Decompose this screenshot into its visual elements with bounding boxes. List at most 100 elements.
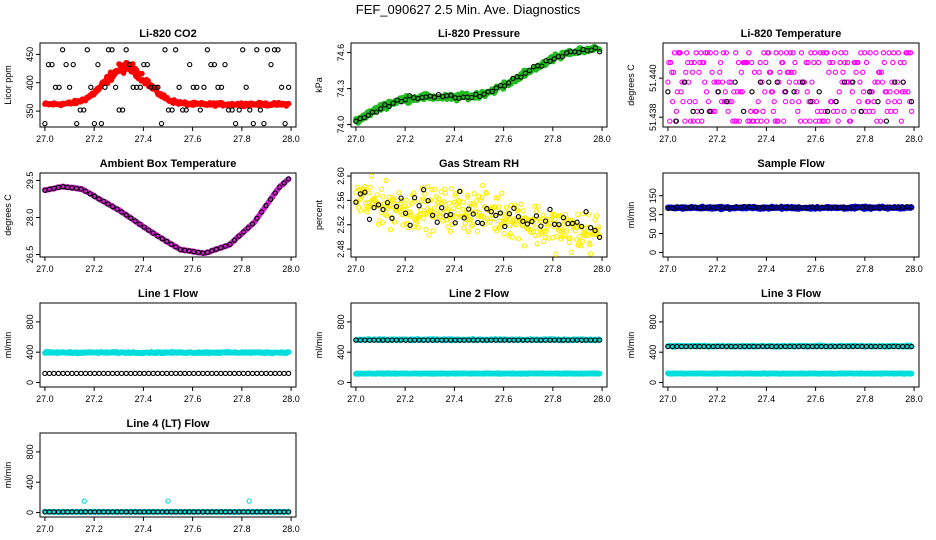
chart-li-820-temperature-point	[861, 50, 868, 56]
chart-li-820-temperature-point	[857, 79, 863, 85]
chart-li-820-pressure-point	[547, 58, 553, 64]
chart-gas-stream-rh-point	[533, 208, 540, 215]
chart-li-820-temperature-point	[756, 69, 762, 75]
chart-li-820-temperature-point	[886, 50, 892, 56]
chart-sample-flow-xtick-label: 27.2	[708, 264, 726, 274]
chart-li-820-temperature-point	[844, 59, 851, 66]
chart-li-820-co2-point	[74, 120, 80, 127]
chart-li-820-temperature-point	[722, 89, 728, 95]
chart-sample-flow-ytick-label: 0	[648, 250, 658, 255]
chart-li-820-temperature-point	[817, 50, 823, 56]
chart-line-2-flow-ytick-label: 0	[336, 380, 346, 385]
chart-li-820-co2-ytick-label: 350	[25, 104, 35, 119]
chart-li-820-co2-point	[278, 84, 285, 90]
chart-gas-stream-rh-point	[553, 251, 559, 257]
chart-li-820-temperature-point	[735, 59, 742, 66]
chart-li-820-co2-point	[218, 84, 225, 90]
chart-li-820-temperature-xtick-label: 27.8	[856, 134, 874, 144]
chart-gas-stream-rh-point	[462, 220, 468, 226]
chart-line-1-flow-point	[51, 370, 57, 377]
chart-li-820-temperature-point	[816, 89, 822, 95]
chart-line-2-flow-xtick-label: 27.2	[396, 394, 414, 404]
chart-li-820-temperature-point	[691, 59, 697, 66]
chart-li-820-temperature-point	[764, 118, 770, 124]
chart-li-820-co2-ytick-label: 450	[25, 47, 35, 62]
chart-li-820-temperature-point	[791, 89, 797, 95]
chart-li-820-co2-title: Li-820 CO2	[139, 28, 196, 40]
chart-li-820-pressure-xtick-label: 27.0	[347, 134, 365, 144]
chart-li-820-temperature-point	[822, 108, 828, 115]
chart-li-820-co2-point	[105, 47, 112, 53]
chart-li-820-temperature-point	[832, 69, 839, 75]
chart-li-820-temperature-point	[850, 108, 856, 115]
chart-line-1-flow-point	[60, 370, 66, 377]
chart-li-820-pressure-point	[576, 49, 582, 56]
chart-li-820-temperature-point	[746, 50, 752, 56]
chart-li-820-temperature-point	[775, 118, 781, 124]
chart-li-820-temperature-point	[853, 69, 859, 75]
chart-li-820-temperature-point	[734, 89, 741, 95]
chart-li-820-pressure-point	[382, 102, 388, 108]
chart-li-820-temperature-point	[819, 118, 825, 124]
chart-gas-stream-rh-title: Gas Stream RH	[439, 158, 519, 170]
chart-li-820-co2-point	[134, 84, 140, 90]
chart-li-820-temperature-point	[757, 79, 764, 85]
chart-li-820-temperature-point	[895, 50, 902, 56]
chart-li-820-temperature-point	[824, 50, 830, 56]
chart-line-1-flow-point	[173, 370, 179, 377]
chart-line-1-flow-point	[46, 370, 53, 377]
chart-li-820-temperature-point	[788, 69, 794, 75]
chart-li-820-temperature-point	[856, 98, 862, 105]
chart-li-820-temperature-point	[739, 89, 745, 95]
chart-li-820-co2-point	[215, 84, 221, 90]
chart-li-820-temperature-point	[908, 98, 915, 105]
chart-gas-stream-rh-point	[521, 243, 528, 249]
chart-li-820-co2-point	[98, 120, 105, 127]
chart-li-820-temperature-point	[792, 59, 798, 66]
chart-li-820-temperature-point	[834, 108, 840, 115]
chart-li-820-co2-point	[271, 47, 278, 53]
chart-li-820-temperature-point	[668, 59, 674, 66]
chart-li-820-pressure-point	[493, 85, 500, 91]
chart-gas-stream-rh-point	[449, 186, 455, 192]
chart-li-820-pressure-point	[539, 63, 545, 69]
chart-li-820-co2-xtick-label: 27.4	[135, 134, 153, 144]
chart-gas-stream-rh-ytick-label: 2.56	[336, 192, 346, 210]
chart-li-820-temperature-point	[893, 89, 900, 95]
chart-li-820-co2-point	[151, 84, 158, 90]
chart-li-820-co2-xtick-label: 27.8	[233, 134, 251, 144]
chart-li-820-temperature-point	[892, 79, 898, 85]
chart-line-3-flow-ytick-label: 400	[648, 345, 658, 360]
chart-li-820-co2-xtick-label: 28.0	[282, 134, 300, 144]
chart-li-820-temperature-point	[796, 98, 802, 105]
chart-li-820-temperature-xtick-label: 27.0	[659, 134, 677, 144]
chart-li-820-temperature-point	[838, 50, 844, 56]
chart-li-820-temperature-point	[767, 69, 774, 75]
chart-li-820-temperature-point	[811, 59, 817, 66]
chart-li-820-temperature-point	[690, 108, 696, 115]
chart-li-820-temperature-point	[727, 98, 733, 105]
chart-li-820-temperature-point	[801, 79, 808, 85]
chart-li-820-temperature-point	[795, 108, 801, 115]
chart-line-1-flow-point	[204, 370, 211, 377]
chart-li-820-temperature-point	[740, 108, 747, 115]
chart-li-820-temperature-point	[869, 89, 875, 95]
chart-li-820-temperature-point	[805, 59, 811, 66]
chart-li-820-temperature-point	[701, 59, 707, 66]
chart-gas-stream-rh-point	[380, 194, 386, 200]
chart-li-820-temperature-point	[841, 79, 848, 85]
chart-li-820-co2-point	[183, 107, 189, 113]
chart-li-820-temperature-point	[771, 98, 777, 105]
chart-li-820-temperature-point	[835, 118, 841, 124]
chart-line-3-flow-xtick-label: 28.0	[905, 394, 923, 404]
chart-gas-stream-rh-point	[577, 233, 583, 240]
chart-line-1-flow-point	[285, 349, 292, 355]
chart-gas-stream-rh-xtick-label: 27.2	[396, 264, 414, 274]
chart-li-820-temperature-point	[860, 69, 866, 75]
chart-li-820-temperature-point	[733, 50, 739, 56]
chart-li-820-temperature-point	[774, 79, 780, 85]
chart-li-820-pressure-point	[431, 94, 438, 100]
chart-gas-stream-rh-xtick-label: 27.6	[495, 264, 513, 274]
